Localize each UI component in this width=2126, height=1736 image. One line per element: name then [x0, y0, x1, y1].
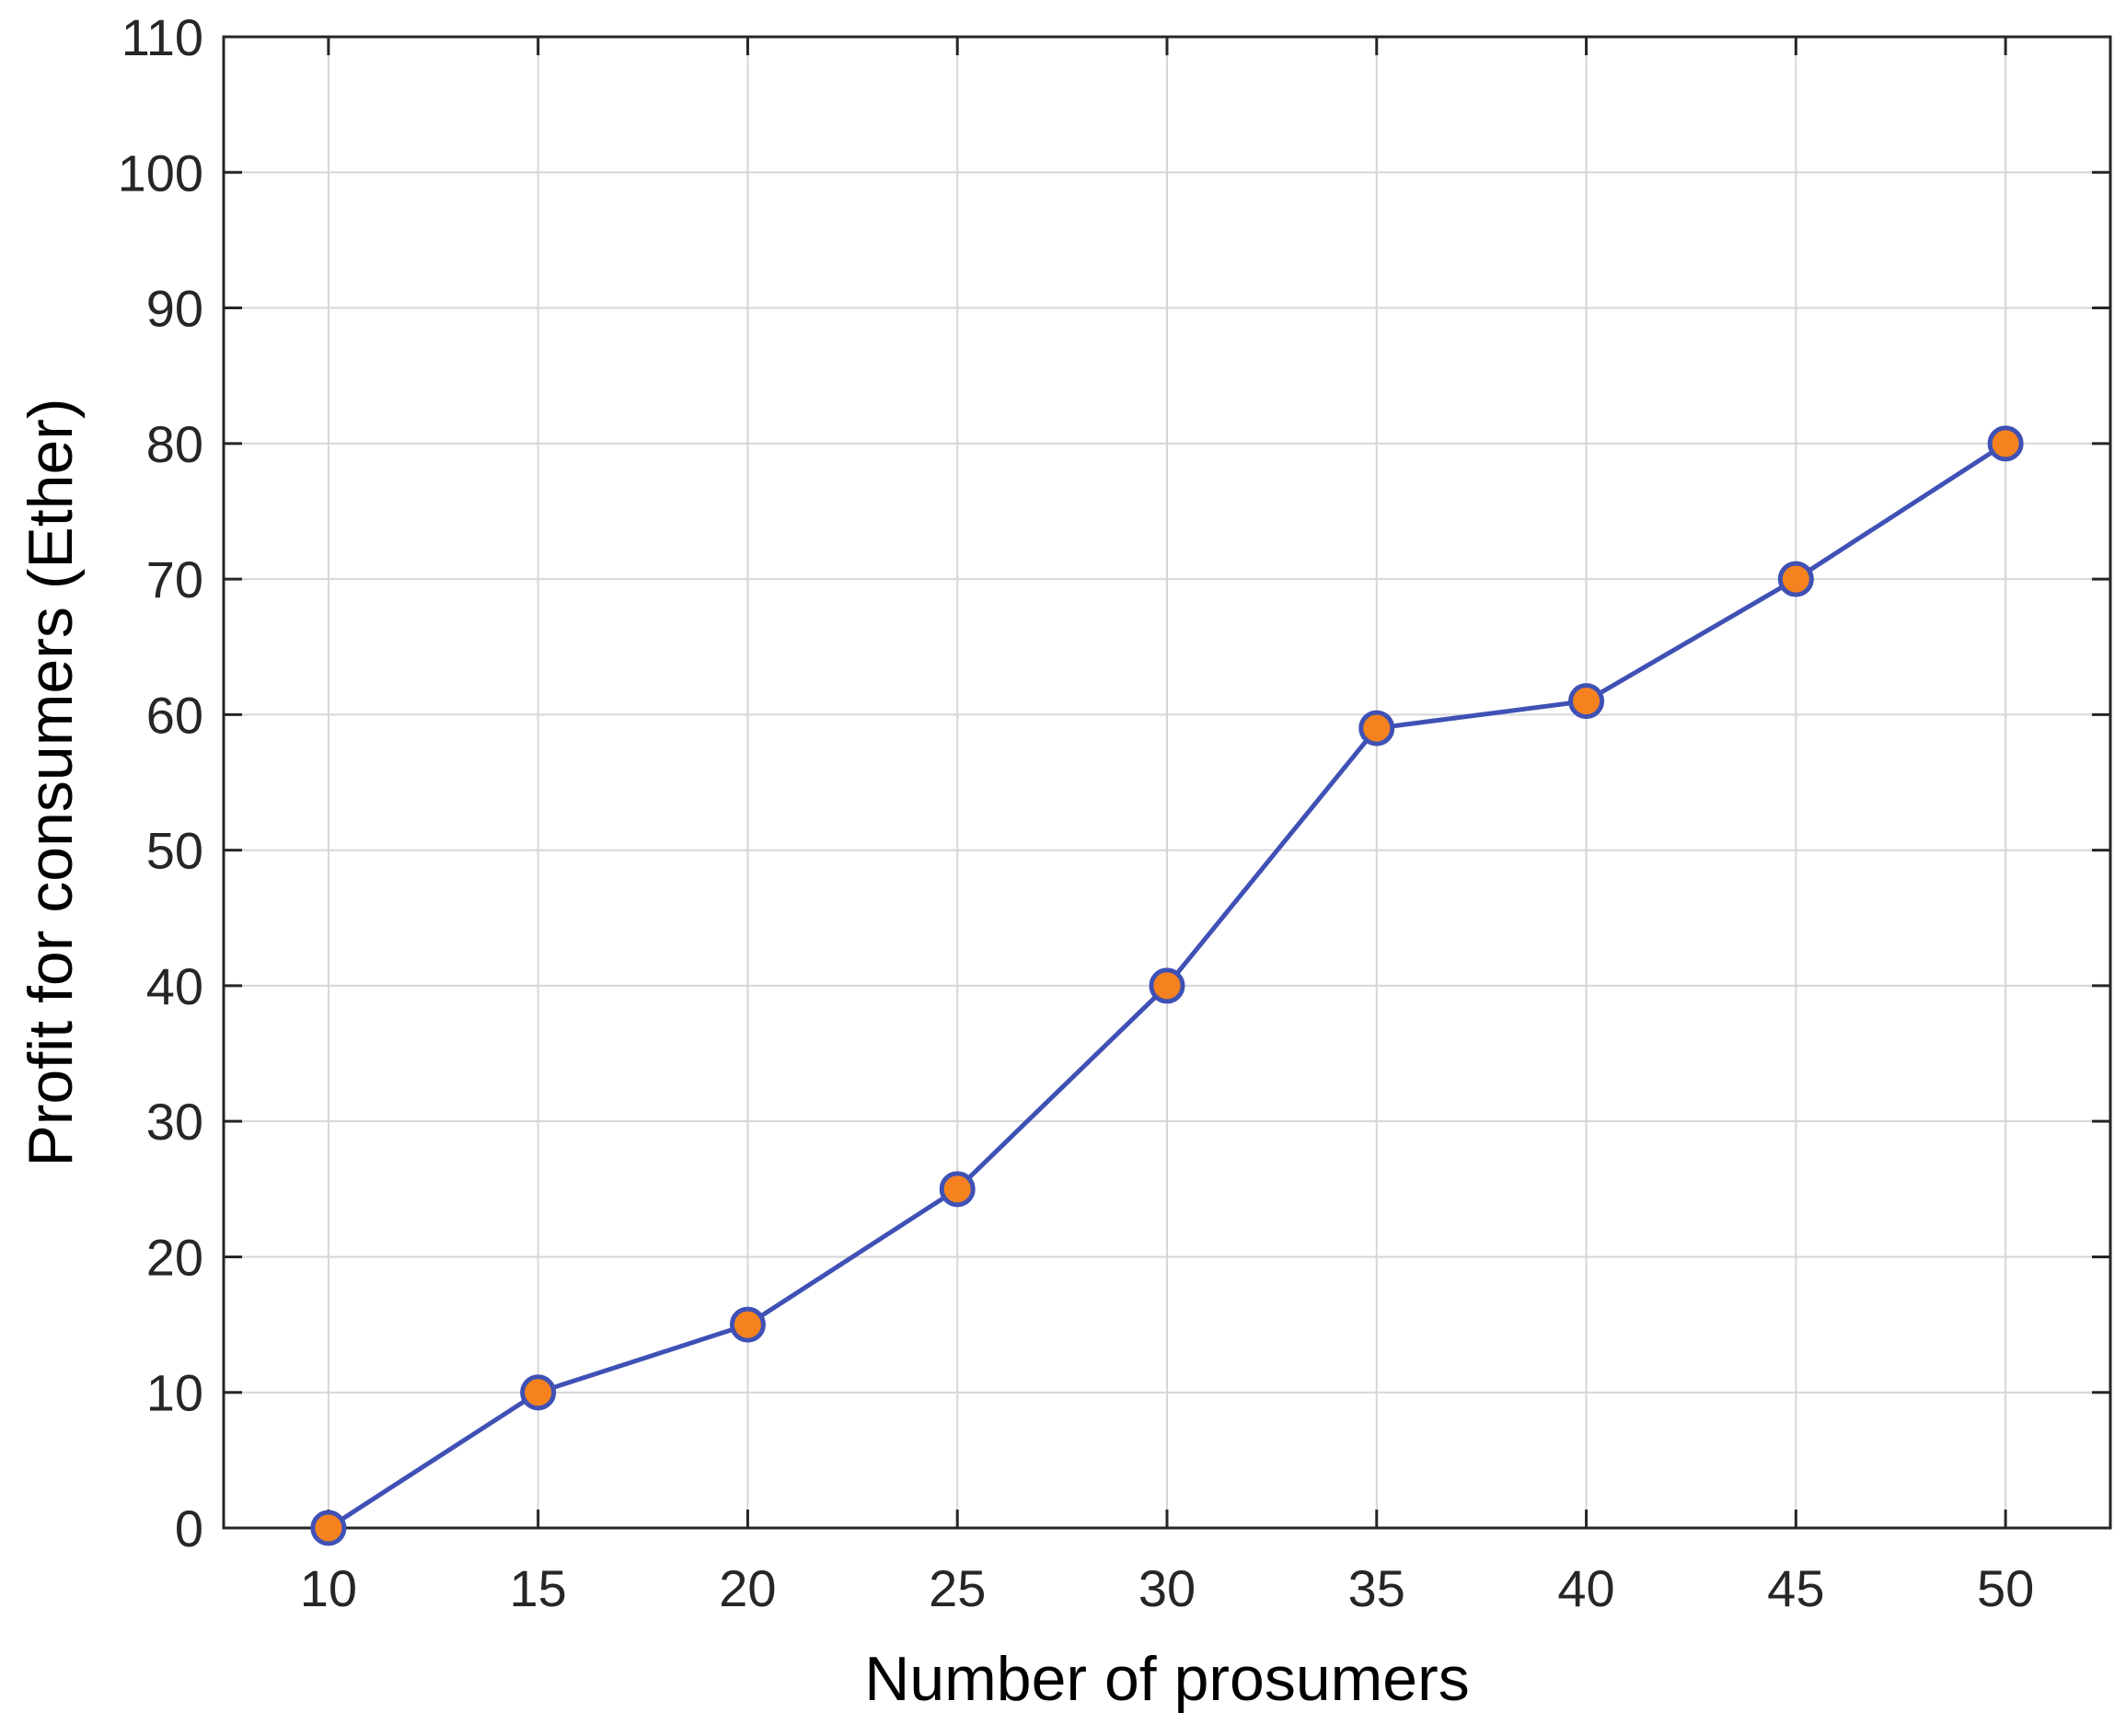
y-tick-label: 40	[146, 957, 203, 1015]
data-point-marker	[1568, 683, 1605, 720]
tick-layer: 10 15 20 25 30 35 40 45 50 0 10 20 30 40 50 60 70 80 90 100…	[118, 8, 2110, 1617]
y-tick-label: 30	[146, 1093, 203, 1151]
y-tick-label: 20	[146, 1228, 203, 1286]
grid-layer	[224, 36, 2110, 1529]
series-layer	[310, 425, 2024, 1546]
x-tick-label: 45	[1767, 1559, 1824, 1617]
x-axis-label: Number of prosumers	[864, 1644, 1470, 1714]
x-tick-label: 30	[1138, 1559, 1196, 1617]
data-point-marker	[310, 1510, 347, 1546]
data-point-marker	[520, 1374, 557, 1411]
y-tick-label: 100	[118, 144, 203, 202]
data-point-marker	[1358, 710, 1395, 746]
x-tick-label: 25	[929, 1559, 986, 1617]
y-tick-label: 80	[146, 415, 203, 473]
data-point-marker	[1149, 967, 1185, 1004]
y-tick-label: 10	[146, 1364, 203, 1422]
x-tick-label: 40	[1557, 1559, 1614, 1617]
data-point-marker	[1777, 561, 1814, 597]
y-tick-label: 110	[121, 8, 203, 66]
y-axis-label: Profit for consumers (Ether)	[16, 398, 86, 1166]
y-tick-label: 60	[146, 686, 203, 744]
x-tick-label: 15	[510, 1559, 567, 1617]
x-tick-label: 20	[719, 1559, 776, 1617]
data-point-marker	[729, 1306, 766, 1343]
y-tick-label: 70	[146, 550, 203, 608]
data-point-marker	[939, 1171, 976, 1208]
y-tick-label: 0	[175, 1499, 203, 1557]
data-point-marker	[1987, 425, 2024, 462]
x-tick-label: 10	[300, 1559, 357, 1617]
x-tick-label: 50	[1977, 1559, 2034, 1617]
y-tick-label: 50	[146, 822, 203, 880]
x-tick-label: 35	[1348, 1559, 1405, 1617]
y-tick-label: 90	[146, 280, 203, 338]
